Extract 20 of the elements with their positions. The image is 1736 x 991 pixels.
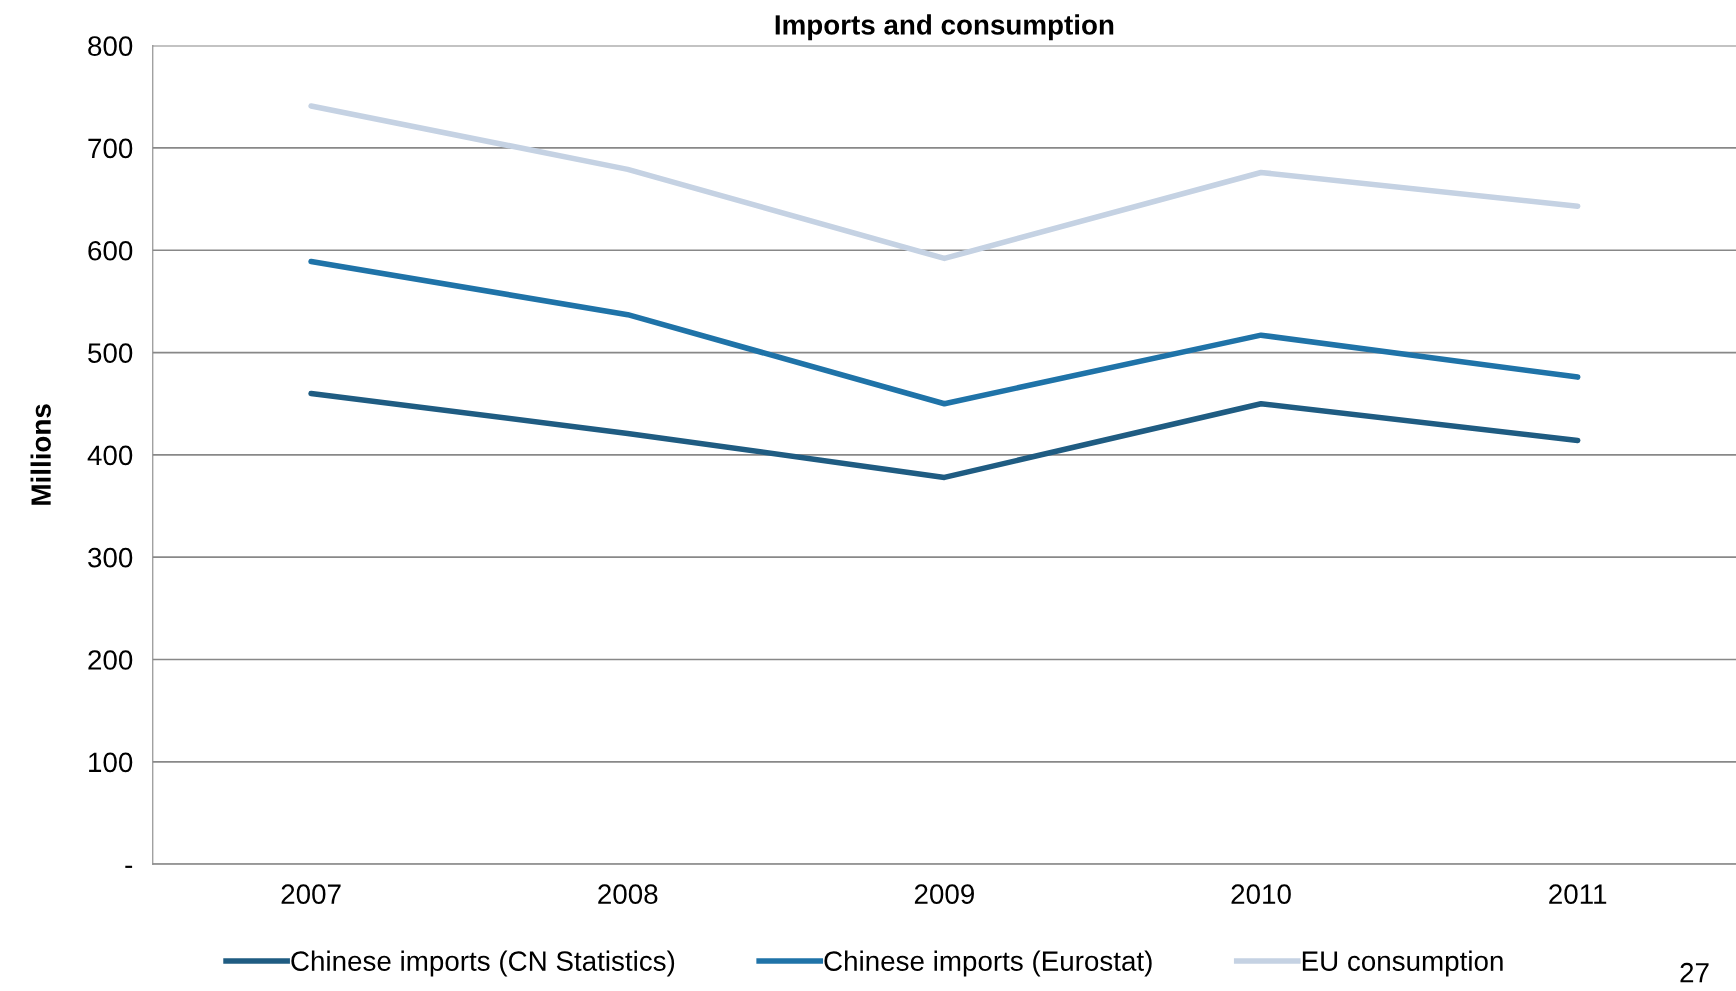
x-tick-label: 2008	[598, 884, 658, 904]
x-tick-label: 2009	[914, 884, 974, 904]
y-tick-label: 800	[88, 36, 133, 56]
y-axis-title: Millions	[30, 404, 51, 505]
y-tick-label: 100	[89, 752, 133, 773]
y-tick-label: 300	[88, 547, 133, 568]
y-tick-label: 500	[88, 343, 133, 363]
legend-label: Chinese imports (CN Statistics)	[291, 950, 675, 977]
y-tick-label: -	[125, 865, 133, 868]
x-tick-label: 2007	[281, 884, 341, 904]
x-tick-label: 2011	[1549, 884, 1607, 904]
y-tick-label: 700	[88, 138, 133, 159]
y-tick-label: 400	[87, 445, 133, 466]
y-tick-label: 200	[88, 650, 133, 670]
chart-title: Imports and consumption	[775, 14, 1114, 41]
text: 27	[1680, 962, 1709, 983]
legend-label: Chinese imports (Eurostat)	[824, 950, 1152, 977]
legend-label: EU consumption	[1302, 950, 1503, 977]
x-tick-label: 2010	[1231, 884, 1291, 904]
y-tick-label: 600	[88, 240, 133, 261]
